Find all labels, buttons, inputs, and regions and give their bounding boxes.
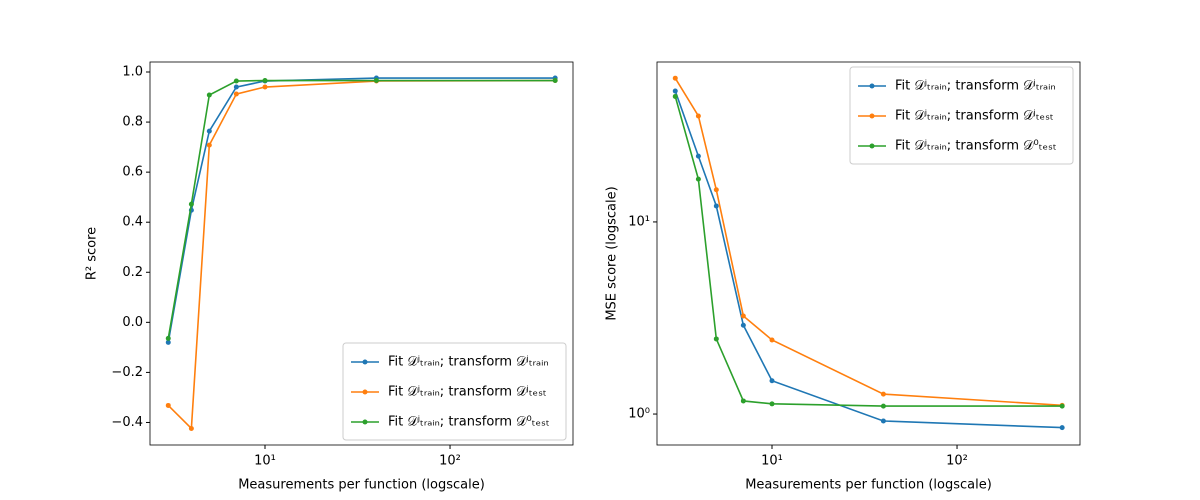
axes-frame — [149, 61, 574, 446]
point — [1059, 403, 1065, 409]
series-line — [167, 77, 556, 343]
point — [713, 187, 719, 193]
legend-marker — [362, 359, 368, 365]
y-tick-label: −0.4 — [111, 415, 143, 430]
legend-label: Fit 𝒟ʲₜᵣₐᵢₙ; transform 𝒟ʲₜₑₛₜ — [895, 109, 1054, 124]
point — [769, 378, 775, 384]
point — [713, 203, 719, 209]
point — [713, 336, 719, 342]
y-tick-label: 0.8 — [122, 115, 143, 130]
point — [165, 339, 171, 345]
point — [206, 92, 212, 98]
x-tick-label: 10² — [439, 454, 461, 469]
point — [206, 142, 212, 148]
point — [233, 91, 239, 97]
point — [206, 128, 212, 134]
point — [373, 78, 379, 84]
point — [1059, 425, 1065, 431]
point — [672, 93, 678, 99]
point — [233, 78, 239, 84]
point — [262, 84, 268, 90]
x-tick-label: 10¹ — [761, 454, 783, 469]
point — [672, 75, 678, 81]
point — [695, 153, 701, 159]
point — [262, 78, 268, 84]
y-tick-label: 10¹ — [628, 214, 650, 229]
point — [552, 78, 558, 84]
legend-box — [342, 342, 567, 441]
legend-marker — [869, 113, 875, 119]
point — [740, 313, 746, 319]
legend-label: Fit 𝒟ʲₜᵣₐᵢₙ; transform 𝒟ʲₜₑₛₜ — [388, 385, 547, 400]
point — [769, 337, 775, 343]
legend-marker — [362, 419, 368, 425]
point — [188, 425, 194, 431]
point — [165, 335, 171, 341]
point — [188, 201, 194, 207]
point — [769, 401, 775, 407]
point — [880, 418, 886, 424]
y-axis-label: MSE score (logscale) — [605, 186, 620, 320]
y-tick-label: −0.2 — [111, 365, 143, 380]
legend-marker — [869, 143, 875, 149]
point — [695, 113, 701, 119]
x-tick-label: 10¹ — [254, 454, 276, 469]
legend-marker — [869, 83, 875, 89]
point — [233, 84, 239, 90]
y-tick-label: 10⁰ — [628, 407, 650, 422]
point — [880, 403, 886, 409]
legend-label: Fit 𝒟ʲₜᵣₐᵢₙ; transform 𝒟ʲₜᵣₐᵢₙ — [388, 355, 549, 370]
x-tick-label: 10² — [946, 454, 968, 469]
axes-frame — [656, 61, 1081, 446]
y-tick-label: 0.6 — [122, 165, 143, 180]
y-tick-label: 0.0 — [122, 315, 143, 330]
legend-label: Fit 𝒟ʲₜᵣₐᵢₙ; transform 𝒟⁰ₜₑₛₜ — [895, 139, 1057, 154]
point — [740, 398, 746, 404]
legend-label: Fit 𝒟ʲₜᵣₐᵢₙ; transform 𝒟⁰ₜₑₛₜ — [388, 415, 550, 430]
legend-label: Fit 𝒟ʲₜᵣₐᵢₙ; transform 𝒟ʲₜᵣₐᵢₙ — [895, 79, 1056, 94]
legend-box — [849, 66, 1074, 165]
point — [695, 176, 701, 182]
x-axis-label: Measurements per function (logscale) — [238, 478, 485, 493]
point — [672, 88, 678, 94]
y-tick-label: 1.0 — [122, 65, 143, 80]
y-tick-label: 0.2 — [122, 265, 143, 280]
x-axis-label: Measurements per function (logscale) — [745, 478, 992, 493]
point — [880, 391, 886, 397]
legend-marker — [362, 389, 368, 395]
series-line — [167, 79, 556, 339]
point — [165, 402, 171, 408]
y-axis-label: R² score — [85, 227, 100, 280]
point — [740, 322, 746, 328]
y-tick-label: 0.4 — [122, 215, 143, 230]
